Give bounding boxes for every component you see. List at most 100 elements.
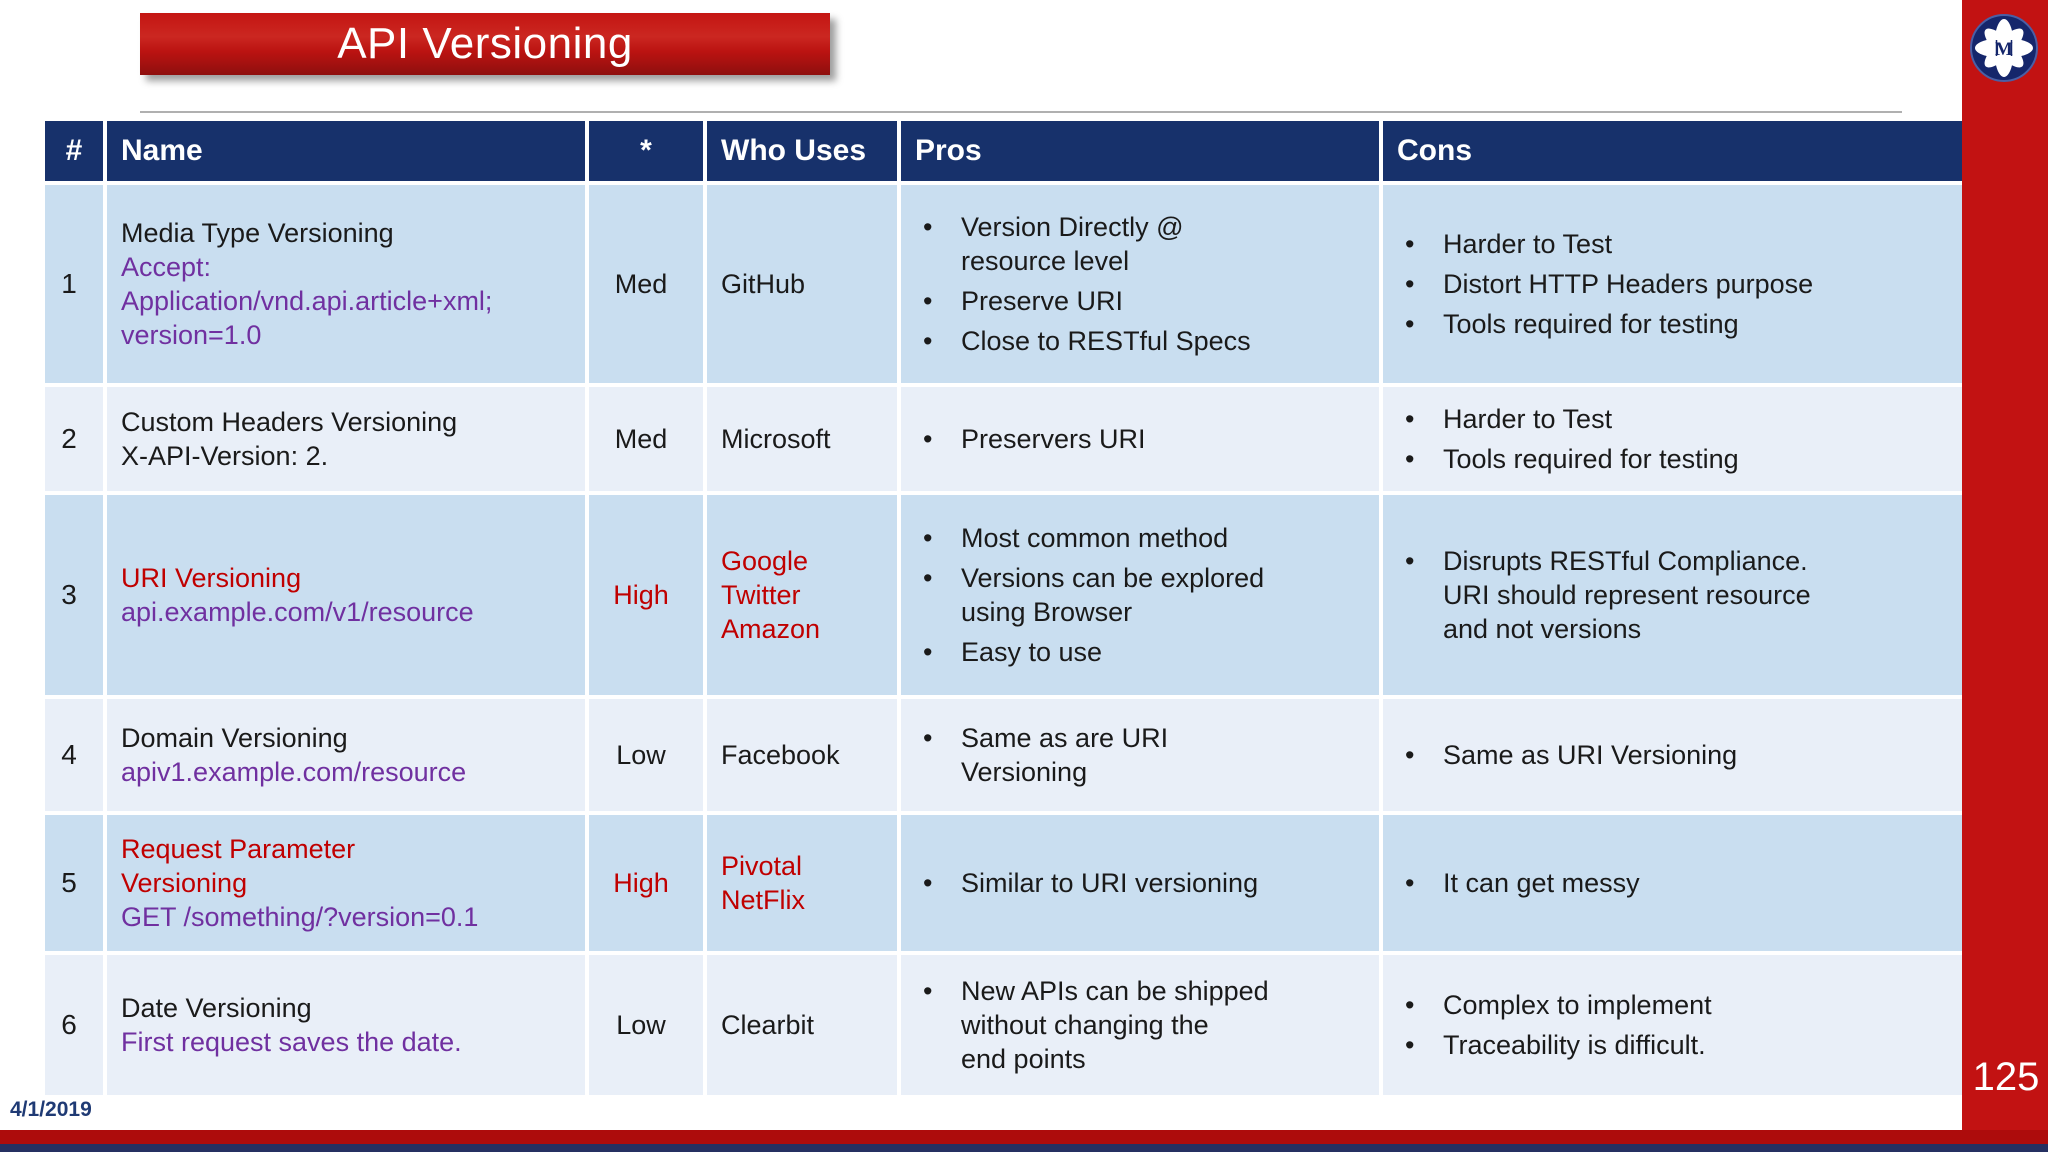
method-name: Media Type Versioning — [121, 218, 394, 248]
pros-text: Easy to use — [961, 637, 1103, 667]
cell-cons: • It can get messy — [1383, 815, 1962, 951]
cons-text: Distort HTTP Headers purpose — [1443, 269, 1814, 299]
cell-usage: Med — [589, 387, 703, 491]
who-uses-text: Pivotal NetFlix — [721, 851, 806, 915]
cell-who-uses: Facebook — [707, 699, 897, 811]
cell-pros: • Similar to URI versioning — [901, 815, 1379, 951]
pros-text: New APIs can be shipped without changing… — [961, 976, 1269, 1074]
cell-name: Request Parameter Versioning GET /somethi… — [107, 815, 585, 951]
pros-text: Preserve URI — [961, 286, 1124, 316]
bottom-red-bar — [0, 1130, 2048, 1144]
pros-text: Close to RESTful Specs — [961, 326, 1251, 356]
page-number: 125 — [1972, 1055, 2040, 1099]
cell-pros: • Same as are URI Versioning — [901, 699, 1379, 811]
cell-number: 6 — [45, 955, 103, 1095]
cons-text: Complex to implement — [1443, 990, 1712, 1020]
who-uses-text: Facebook — [721, 740, 840, 770]
method-example: apiv1.example.com/resource — [121, 757, 467, 787]
organization-logo-icon: M — [1968, 11, 2040, 85]
bullet-icon: • — [1405, 1030, 1415, 1060]
cons-text: Same as URI Versioning — [1443, 740, 1738, 770]
method-name: URI Versioning — [121, 563, 302, 593]
method-example: GET /something/?version=0.1 — [121, 902, 479, 932]
pros-item: • Easy to use — [915, 635, 1369, 669]
cell-name: Custom Headers Versioning X-API-Version: … — [107, 387, 585, 491]
cell-number: 2 — [45, 387, 103, 491]
header-number: # — [45, 121, 103, 181]
right-red-bar — [1962, 0, 2048, 1130]
method-name: Request Parameter Versioning — [121, 834, 356, 898]
cell-pros: • Version Directly @ resource level • Prese… — [901, 185, 1379, 383]
cell-number: 4 — [45, 699, 103, 811]
header-cons: Cons — [1383, 121, 1962, 181]
pros-item: • Versions can be explored using Browser — [915, 561, 1369, 629]
cons-item: • Disrupts RESTful Compliance. URI should… — [1397, 544, 1952, 646]
bullet-icon: • — [923, 424, 933, 454]
divider-line — [140, 111, 1902, 113]
pros-item: • New APIs can be shipped without changin… — [915, 974, 1369, 1076]
bullet-icon: • — [1405, 868, 1415, 898]
who-uses-text: Clearbit — [721, 1010, 815, 1040]
cell-usage: Med — [589, 185, 703, 383]
bullet-icon: • — [1405, 740, 1415, 770]
method-name: Date Versioning — [121, 993, 312, 1023]
pros-item: • Same as are URI Versioning — [915, 721, 1369, 789]
method-example: Accept: Application/vnd.api.article+xml;… — [121, 252, 493, 350]
pros-item: • Close to RESTful Specs — [915, 324, 1369, 358]
method-name: Domain Versioning — [121, 723, 348, 753]
cons-item: • Traceability is difficult. — [1397, 1028, 1952, 1062]
bullet-icon: • — [1405, 229, 1415, 259]
bullet-icon: • — [923, 637, 933, 667]
header-usage: * — [589, 121, 703, 181]
cell-pros: • Most common method • Versions can be expl… — [901, 495, 1379, 695]
pros-item: • Preservers URI — [915, 422, 1369, 456]
pros-text: Most common method — [961, 523, 1229, 553]
bullet-icon: • — [923, 212, 933, 242]
cons-item: • Complex to implement — [1397, 988, 1952, 1022]
cell-cons: • Harder to Test • Tools required for testi… — [1383, 387, 1962, 491]
cons-item: • Tools required for testing — [1397, 442, 1952, 476]
bullet-icon: • — [923, 723, 933, 753]
cons-item: • It can get messy — [1397, 866, 1952, 900]
pros-text: Version Directly @ resource level — [961, 212, 1184, 276]
cons-text: Tools required for testing — [1443, 444, 1739, 474]
cell-number: 1 — [45, 185, 103, 383]
bullet-icon: • — [923, 286, 933, 316]
header-name: Name — [107, 121, 585, 181]
header-who-uses: Who Uses — [707, 121, 897, 181]
bullet-icon: • — [923, 326, 933, 356]
bullet-icon: • — [923, 523, 933, 553]
pros-text: Versions can be explored using Browser — [961, 563, 1265, 627]
cell-usage: Low — [589, 955, 703, 1095]
cell-name: URI Versioning api.example.com/v1/resourc… — [107, 495, 585, 695]
cell-pros: • Preservers URI — [901, 387, 1379, 491]
cons-item: • Tools required for testing — [1397, 307, 1952, 341]
pros-item: • Most common method — [915, 521, 1369, 555]
cons-text: Harder to Test — [1443, 404, 1613, 434]
cell-number: 3 — [45, 495, 103, 695]
cell-cons: • Harder to Test • Distort HTTP Headers pur… — [1383, 185, 1962, 383]
api-versioning-table: # Name * Who Uses Pros Cons 1 Media Type … — [45, 121, 1962, 1095]
cell-who-uses: Clearbit — [707, 955, 897, 1095]
bullet-icon: • — [923, 868, 933, 898]
cell-name: Domain Versioning apiv1.example.com/resou… — [107, 699, 585, 811]
cons-item: • Harder to Test — [1397, 227, 1952, 261]
header-pros: Pros — [901, 121, 1379, 181]
cell-name: Date Versioning First request saves the d… — [107, 955, 585, 1095]
who-uses-text: Microsoft — [721, 424, 831, 454]
cell-usage: Low — [589, 699, 703, 811]
cell-cons: • Same as URI Versioning — [1383, 699, 1962, 811]
cell-who-uses: Pivotal NetFlix — [707, 815, 897, 951]
bullet-icon: • — [1405, 444, 1415, 474]
bullet-icon: • — [1405, 990, 1415, 1020]
cons-item: • Same as URI Versioning — [1397, 738, 1952, 772]
cell-usage: High — [589, 815, 703, 951]
slide-date: 4/1/2019 — [10, 1098, 92, 1121]
cell-who-uses: GitHub — [707, 185, 897, 383]
bullet-icon: • — [1405, 309, 1415, 339]
cell-cons: • Disrupts RESTful Compliance. URI should… — [1383, 495, 1962, 695]
method-example: X-API-Version: 2. — [121, 441, 329, 471]
cell-pros: • New APIs can be shipped without changin… — [901, 955, 1379, 1095]
cons-item: • Distort HTTP Headers purpose — [1397, 267, 1952, 301]
logo-letter: M — [1995, 39, 2013, 60]
